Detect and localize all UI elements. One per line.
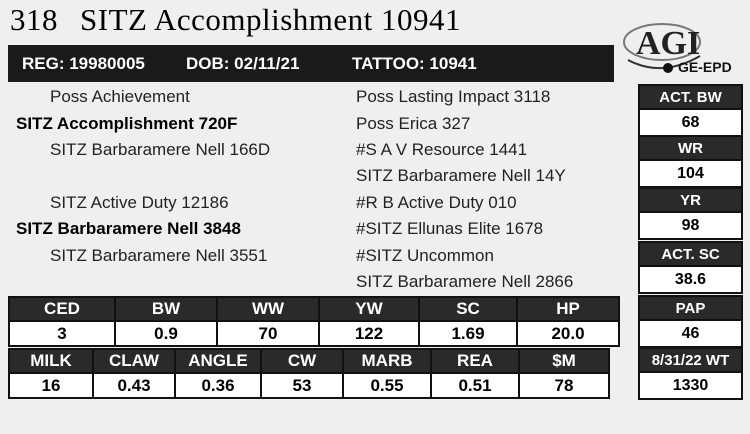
epd-header-milk: MILK bbox=[8, 348, 94, 374]
epd-row2-headers: MILK CLAW ANGLE CW MARB REA $M bbox=[8, 348, 620, 374]
pedigree-sire: SITZ Accomplishment 720F bbox=[16, 114, 238, 133]
epd-value-marb: 0.55 bbox=[342, 372, 432, 399]
epd-header-angle: ANGLE bbox=[174, 348, 262, 374]
epd-row1-values: 3 0.9 70 122 1.69 20.0 bbox=[8, 320, 620, 349]
epd-value-cw: 53 bbox=[260, 372, 344, 399]
epd-header-hp: HP bbox=[516, 296, 620, 322]
lot-number: 318 bbox=[10, 2, 58, 37]
epd-value-angle: 0.36 bbox=[174, 372, 262, 399]
stat-label-weight: 8/31/22 WT bbox=[638, 347, 743, 373]
epd-value-rea: 0.51 bbox=[430, 372, 520, 399]
epd-header-dollar-m: $M bbox=[518, 348, 610, 374]
epd-header-bw: BW bbox=[114, 296, 218, 322]
stat-label-act-bw: ACT. BW bbox=[638, 84, 743, 110]
page-title: 318 SITZ Accomplishment 10941 bbox=[10, 2, 461, 38]
pedigree-right-3: SITZ Barbaramere Nell 14Y bbox=[356, 166, 566, 185]
stat-label-act-sc: ACT. SC bbox=[638, 241, 743, 267]
pedigree-right-0: Poss Lasting Impact 3118 bbox=[356, 87, 551, 106]
animal-name: SITZ Accomplishment 10941 bbox=[80, 2, 462, 37]
epd-header-yw: YW bbox=[318, 296, 420, 322]
epd-value-bw: 0.9 bbox=[114, 320, 218, 347]
epd-header-sc: SC bbox=[418, 296, 518, 322]
stat-value-yr: 98 bbox=[638, 213, 743, 240]
pedigree-right-6: #SITZ Uncommon bbox=[356, 246, 494, 265]
epd-header-ww: WW bbox=[216, 296, 320, 322]
stat-label-wr: WR bbox=[638, 135, 743, 161]
stat-value-act-bw: 68 bbox=[638, 110, 743, 137]
epd-value-dollar-m: 78 bbox=[518, 372, 610, 399]
tattoo: TATTOO: 10941 bbox=[352, 53, 477, 73]
pedigree-right-7: SITZ Barbaramere Nell 2866 bbox=[356, 272, 574, 291]
logo-sub: GE-EPD bbox=[678, 59, 732, 75]
id-bar: REG: 19980005 DOB: 02/11/21 TATTOO: 1094… bbox=[8, 45, 614, 82]
pedigree-right-5: #SITZ Ellunas Elite 1678 bbox=[356, 219, 544, 238]
epd-value-milk: 16 bbox=[8, 372, 94, 399]
stat-value-act-sc: 38.6 bbox=[638, 267, 743, 294]
epd-row2-values: 16 0.43 0.36 53 0.55 0.51 78 bbox=[8, 372, 620, 401]
dob: DOB: 02/11/21 bbox=[186, 53, 300, 73]
pedigree-sire-sire: Poss Achievement bbox=[50, 87, 190, 106]
stat-value-pap: 46 bbox=[638, 321, 743, 348]
epd-value-hp: 20.0 bbox=[516, 320, 620, 347]
stat-value-wr: 104 bbox=[638, 161, 743, 188]
stat-label-pap: PAP bbox=[638, 295, 743, 321]
stat-value-weight: 1330 bbox=[638, 373, 743, 400]
pedigree-right-2: #S A V Resource 1441 bbox=[356, 140, 528, 159]
epd-header-rea: REA bbox=[430, 348, 520, 374]
reg-number: REG: 19980005 bbox=[22, 53, 145, 73]
pedigree-dam-sire: SITZ Active Duty 12186 bbox=[50, 193, 229, 212]
pedigree-dam-dam: SITZ Barbaramere Nell 3551 bbox=[50, 246, 268, 265]
epd-value-claw: 0.43 bbox=[92, 372, 176, 399]
epd-header-claw: CLAW bbox=[92, 348, 176, 374]
epd-row1-headers: CED BW WW YW SC HP bbox=[8, 296, 620, 322]
epd-header-cw: CW bbox=[260, 348, 344, 374]
epd-value-ww: 70 bbox=[216, 320, 320, 347]
epd-header-marb: MARB bbox=[342, 348, 432, 374]
pedigree-right-1: Poss Erica 327 bbox=[356, 114, 471, 133]
pedigree-sire-dam: SITZ Barbaramere Nell 166D bbox=[50, 140, 271, 159]
epd-value-sc: 1.69 bbox=[418, 320, 518, 347]
epd-value-ced: 3 bbox=[8, 320, 116, 347]
epd-header-ced: CED bbox=[8, 296, 116, 322]
stat-label-yr: YR bbox=[638, 187, 743, 213]
logo-brand: AGI bbox=[636, 25, 700, 62]
agi-logo: AGI GE-EPD bbox=[622, 20, 740, 80]
pedigree-dam: SITZ Barbaramere Nell 3848 bbox=[16, 219, 241, 238]
epd-value-yw: 122 bbox=[318, 320, 420, 347]
pedigree-right-4: #R B Active Duty 010 bbox=[356, 193, 517, 212]
agi-logo-icon: AGI GE-EPD bbox=[623, 23, 732, 75]
